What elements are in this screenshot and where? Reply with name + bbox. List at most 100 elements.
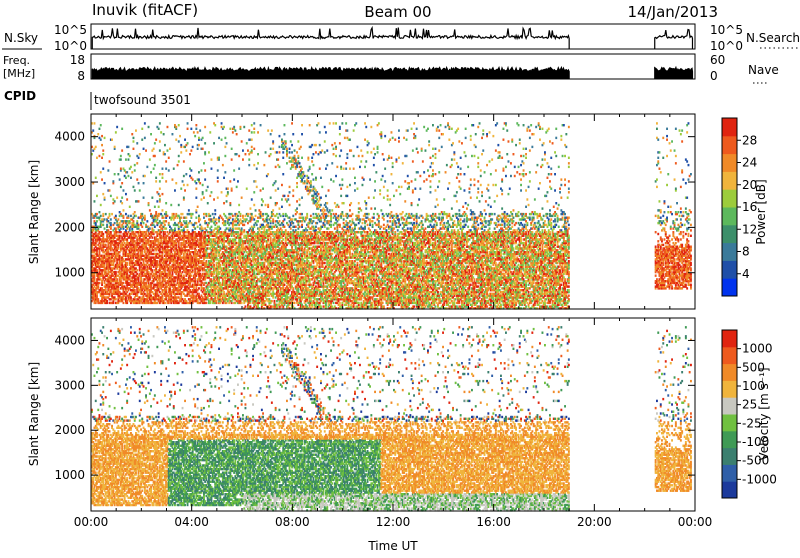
heatmap-cell: [237, 231, 239, 233]
heatmap-cell: [110, 231, 112, 233]
heatmap-cell: [183, 160, 185, 162]
heatmap-cell: [134, 211, 136, 213]
heatmap-cell: [159, 140, 161, 142]
heatmap-cell: [190, 128, 192, 130]
heatmap-cell: [106, 300, 108, 302]
param-trace-line: [92, 28, 692, 49]
heatmap-cell: [178, 160, 180, 162]
heatmap-cell: [119, 178, 121, 180]
heatmap-cell: [213, 198, 215, 200]
heatmap-cell: [129, 155, 131, 157]
heatmap-cell: [173, 168, 175, 170]
heatmap-cell: [168, 222, 170, 224]
heatmap-cell: [253, 218, 255, 220]
heatmap-cell: [255, 180, 257, 182]
heatmap-cell: [134, 189, 136, 191]
heatmap-cell: [126, 262, 128, 264]
heatmap-cell: [109, 189, 111, 191]
heatmap-cell: [211, 158, 213, 160]
heatmap-cell: [92, 129, 94, 131]
heatmap-cell: [253, 131, 255, 133]
heatmap-cell: [214, 124, 216, 126]
param-trace-line: [92, 68, 692, 80]
heatmap-cell: [178, 226, 180, 228]
heatmap-cell: [165, 202, 167, 204]
heatmap-cell: [192, 213, 194, 215]
heatmap-cell: [116, 197, 118, 199]
heatmap-cell: [226, 200, 228, 202]
heatmap-cell: [123, 189, 125, 191]
freq-label-1: Freq.: [3, 54, 30, 67]
heatmap-cell: [141, 128, 143, 130]
heatmap-cell: [195, 217, 197, 219]
heatmap-cell: [175, 139, 177, 141]
heatmap-cell: [120, 186, 122, 188]
heatmap-cell: [256, 224, 258, 226]
heatmap-cell: [223, 126, 225, 128]
heatmap-cell: [130, 296, 132, 298]
heatmap-cell: [260, 189, 262, 191]
heatmap-cell: [251, 149, 253, 151]
heatmap-cell: [102, 193, 104, 195]
heatmap-cell: [265, 204, 267, 206]
heatmap-cell: [184, 139, 186, 141]
heatmap-cell: [240, 213, 242, 215]
heatmap-cell: [231, 188, 233, 190]
heatmap-cell: [229, 128, 231, 130]
heatmap-cell: [125, 158, 127, 160]
heatmap-cell: [112, 180, 114, 182]
heatmap-cell: [195, 182, 197, 184]
heatmap-cell: [104, 182, 106, 184]
heatmap-cell: [168, 157, 170, 159]
heatmap-cell: [190, 275, 192, 277]
cpid-value: twofsound 3501: [94, 93, 191, 107]
heatmap-cell: [251, 213, 253, 215]
heatmap-cell: [174, 227, 176, 229]
heatmap-cell: [218, 137, 220, 139]
heatmap-cell: [217, 169, 219, 171]
heatmap-cell: [164, 153, 166, 155]
heatmap-cell: [216, 218, 218, 220]
heatmap-cell: [195, 128, 197, 130]
heatmap-cell: [217, 180, 219, 182]
heatmap-cell: [267, 204, 269, 206]
heatmap-cell: [214, 209, 216, 211]
freq-tick-top: 18: [70, 53, 85, 67]
heatmap-cell: [97, 298, 99, 300]
heatmap-cell: [165, 227, 167, 229]
heatmap-cell: [120, 158, 122, 160]
heatmap-cell: [250, 207, 252, 209]
heatmap-cell: [242, 158, 244, 160]
heatmap-cell: [253, 148, 255, 150]
heatmap-cell: [187, 142, 189, 144]
heatmap-cell: [238, 168, 240, 170]
heatmap-cell: [178, 204, 180, 206]
heatmap-cell: [193, 131, 195, 133]
heatmap-cell: [115, 227, 117, 229]
heatmap-cell: [116, 278, 118, 280]
heatmap-cell: [263, 164, 265, 166]
heatmap-cell: [159, 188, 161, 190]
heatmap-cell: [246, 218, 248, 220]
heatmap-cell: [204, 151, 206, 153]
heatmap-cell: [101, 144, 103, 146]
heatmap-cell: [144, 122, 146, 124]
heatmap-cell: [221, 139, 223, 141]
heatmap-cell: [188, 209, 190, 211]
heatmap-cell: [265, 151, 267, 153]
heatmap-cell: [203, 162, 205, 164]
heatmap-cell: [224, 137, 226, 139]
heatmap-cell: [211, 226, 213, 228]
heatmap-cell: [238, 204, 240, 206]
heatmap-cell: [238, 155, 240, 157]
heatmap-cell: [241, 227, 243, 229]
heatmap-cell: [206, 260, 208, 262]
heatmap-cell: [216, 222, 218, 224]
freq-label-2: [MHz]: [3, 67, 35, 80]
heatmap-cell: [102, 153, 104, 155]
heatmap-cell: [206, 213, 208, 215]
heatmap-cell: [159, 180, 161, 182]
heatmap-cell: [261, 204, 263, 206]
heatmap-cell: [128, 175, 130, 177]
heatmap-cell: [206, 302, 208, 304]
